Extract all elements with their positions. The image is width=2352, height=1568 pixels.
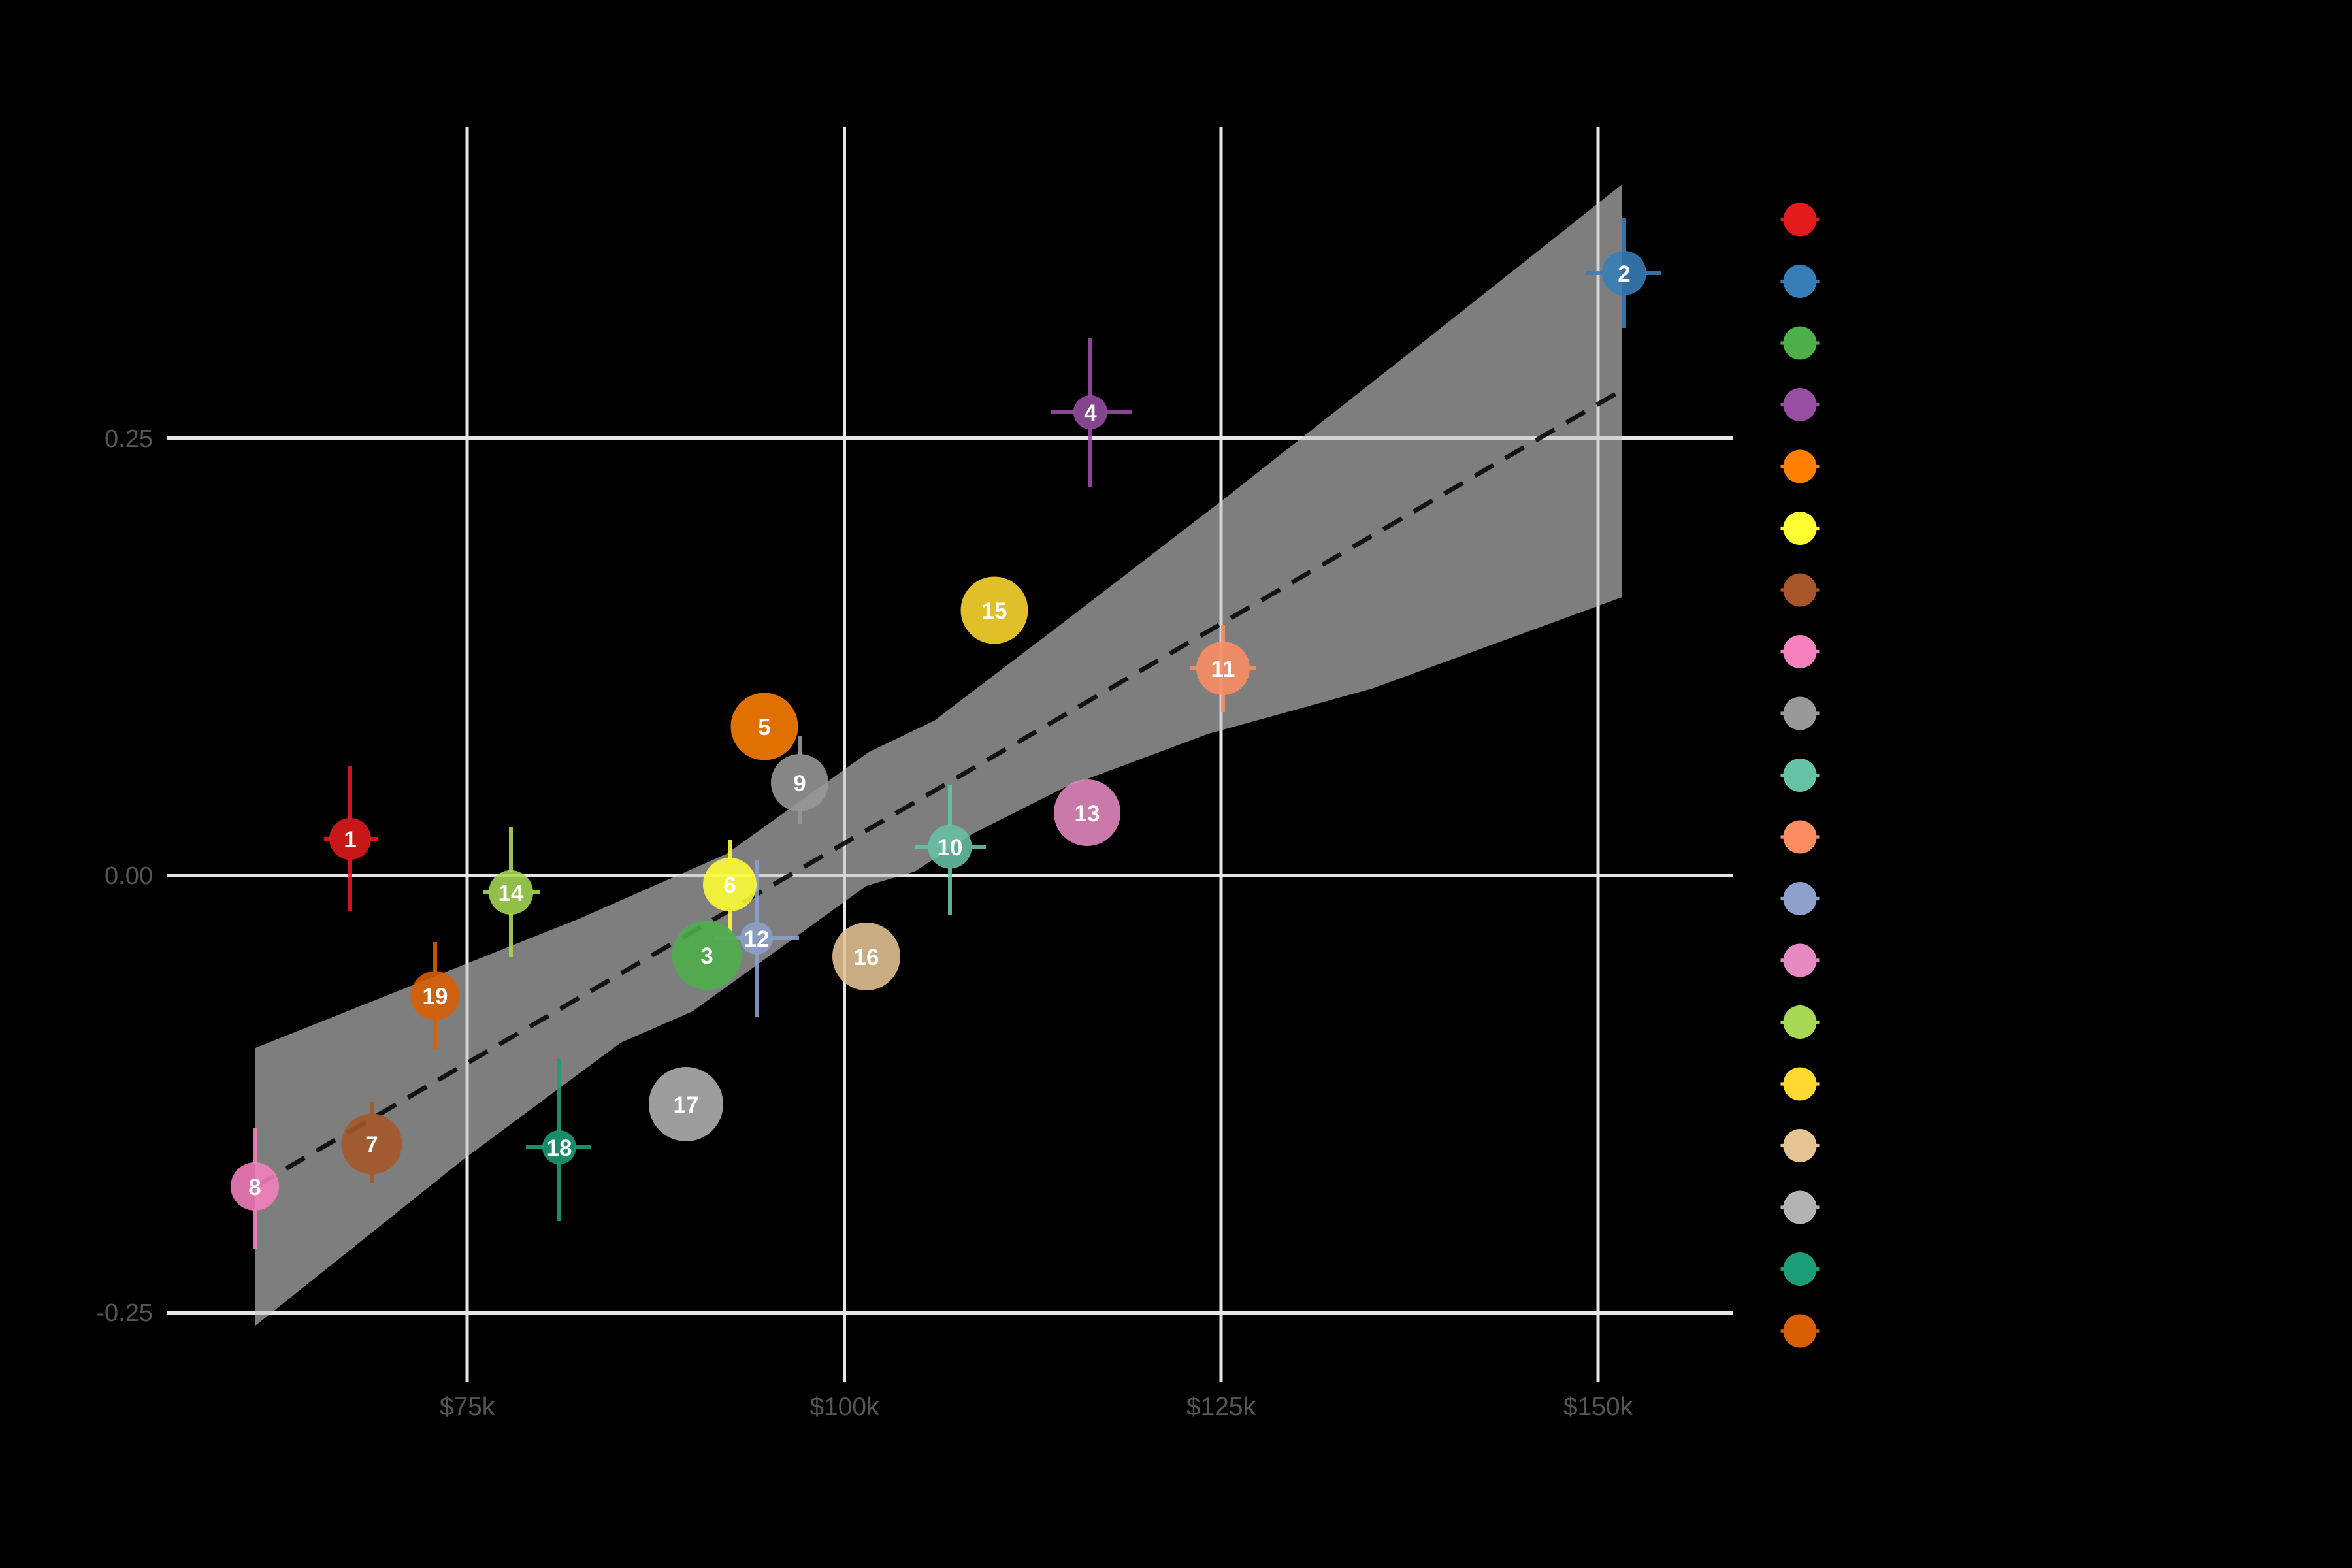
svg-text:-0.25: -0.25	[96, 1299, 153, 1327]
svg-text:$125k: $125k	[1186, 1393, 1256, 1421]
svg-text:$75k: $75k	[440, 1393, 495, 1421]
svg-text:5: 5	[758, 715, 770, 740]
svg-text:1: 1	[344, 827, 356, 853]
svg-text:10: 10	[938, 835, 963, 860]
svg-text:13: 13	[1075, 801, 1100, 826]
svg-text:11: 11	[1211, 657, 1235, 682]
svg-text:4: 4	[1084, 400, 1097, 426]
svg-text:6: 6	[723, 873, 736, 898]
svg-text:12: 12	[744, 926, 770, 952]
svg-text:18: 18	[547, 1135, 572, 1161]
svg-text:$150k: $150k	[1563, 1393, 1633, 1421]
svg-text:0.25: 0.25	[105, 425, 153, 453]
svg-text:9: 9	[793, 771, 806, 796]
svg-text:0.00: 0.00	[105, 862, 153, 890]
svg-text:7: 7	[365, 1132, 378, 1158]
svg-text:16: 16	[854, 945, 879, 970]
svg-text:19: 19	[423, 984, 448, 1009]
svg-text:3: 3	[700, 943, 713, 969]
svg-text:8: 8	[248, 1175, 261, 1200]
svg-text:$100k: $100k	[809, 1393, 879, 1421]
svg-text:17: 17	[674, 1092, 699, 1118]
svg-text:2: 2	[1618, 261, 1630, 287]
svg-text:15: 15	[982, 598, 1007, 624]
svg-text:14: 14	[498, 881, 524, 906]
